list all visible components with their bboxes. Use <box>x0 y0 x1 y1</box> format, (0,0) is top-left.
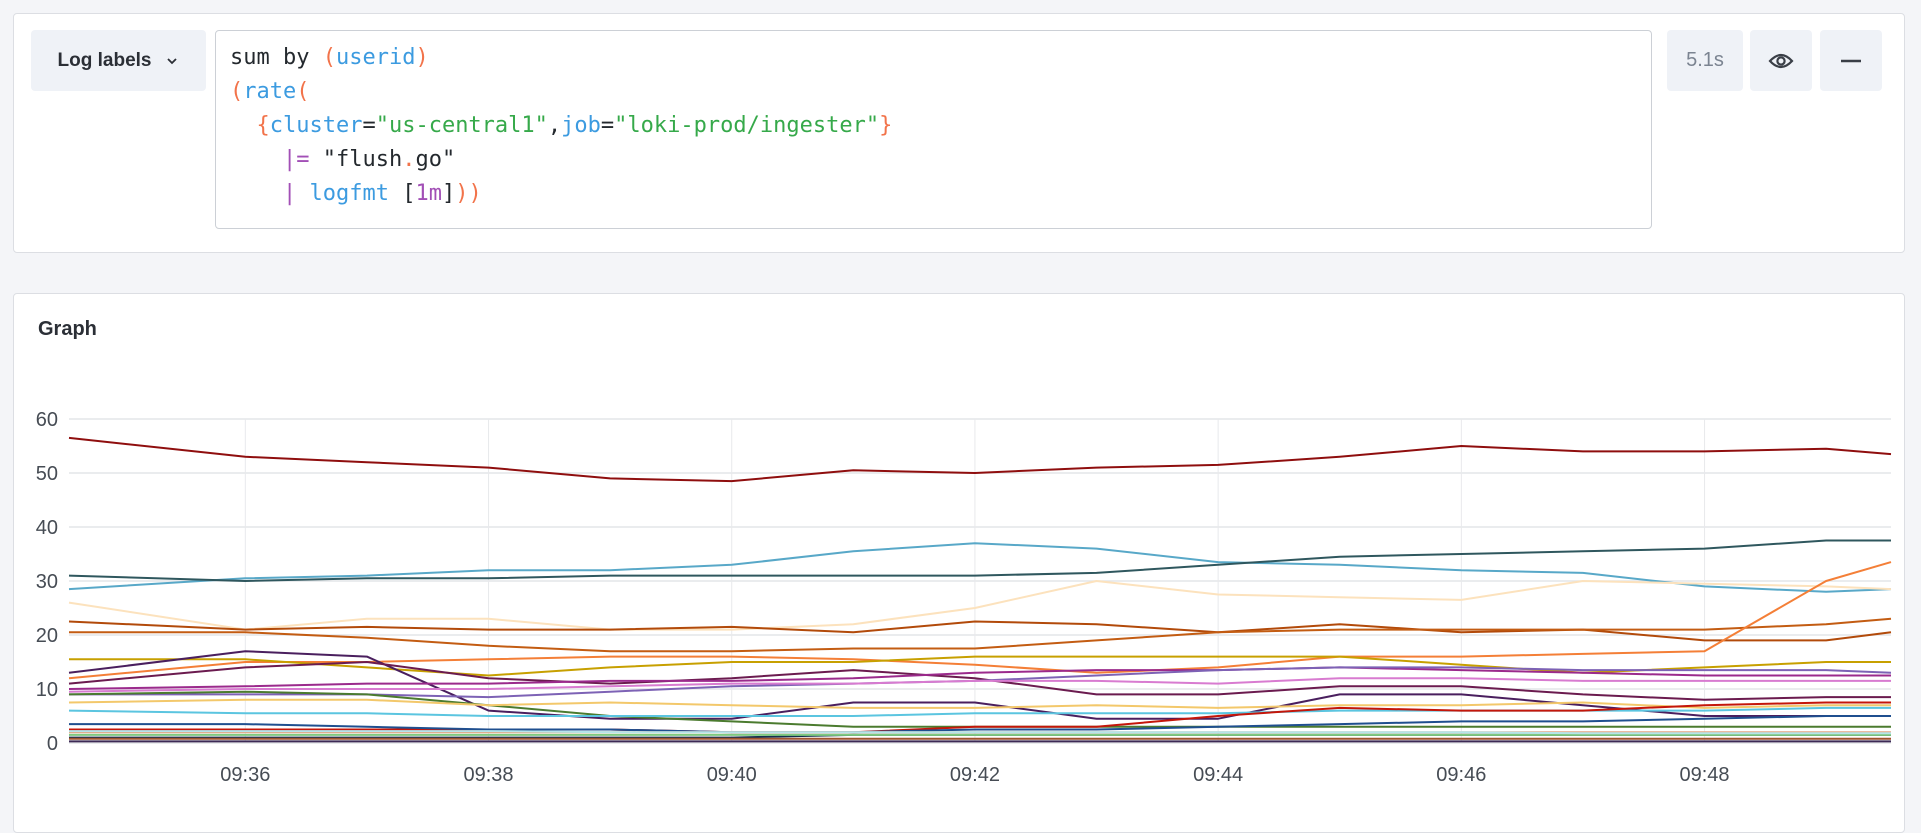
query-token: |= <box>282 147 310 172</box>
query-line: {cluster="us-central1",job="loki-prod/in… <box>230 109 1651 143</box>
series-line-1 <box>68 542 1892 593</box>
query-token: userid <box>335 45 416 70</box>
chevron-down-icon <box>167 57 178 64</box>
series-line-11 <box>69 666 1892 699</box>
query-line: |= "flush.go" <box>230 143 1651 177</box>
query-token: "flush <box>309 147 403 172</box>
query-duration: 5.1s <box>1667 30 1743 91</box>
series-line-2 <box>68 539 1891 582</box>
series-line-12 <box>68 677 1891 693</box>
toggle-visibility-button[interactable] <box>1750 30 1812 91</box>
series-line-4 <box>68 620 1892 642</box>
graph-title: Graph <box>38 318 97 340</box>
line-chart: 0 10 20 30 40 50 60 09:36 09:38 09:40 09:42 09:44 09… <box>36 409 1892 786</box>
y-tick-label: 20 <box>36 625 58 647</box>
query-token: sum by <box>230 45 323 70</box>
query-line: (rate( <box>230 75 1651 109</box>
y-tick-label: 40 <box>36 517 58 539</box>
y-tick-label: 50 <box>36 463 58 485</box>
y-tick-label: 0 <box>47 733 58 755</box>
query-token <box>230 181 283 206</box>
query-token: ( <box>322 45 336 70</box>
query-token: . <box>402 147 416 172</box>
query-token: [ <box>388 181 416 206</box>
series-line-6 <box>68 561 1892 680</box>
collapse-button[interactable] <box>1820 30 1882 91</box>
query-token: { <box>256 113 270 138</box>
query-line: sum by (userid) <box>230 41 1651 75</box>
query-line: | logfmt [1m])) <box>230 177 1651 211</box>
query-token: , <box>547 113 562 138</box>
query-token: go" <box>415 147 456 172</box>
query-token: job <box>561 113 601 138</box>
series-line-5 <box>69 617 1892 653</box>
duration-label: 5.1s <box>1686 49 1724 71</box>
x-tick-label: 09:46 <box>1436 764 1486 786</box>
query-token <box>230 113 257 138</box>
query-token: "us-central1" <box>375 113 548 138</box>
x-tick-label: 09:36 <box>220 764 270 786</box>
x-tick-label: 09:44 <box>1193 764 1243 786</box>
series-line-16 <box>69 701 1891 734</box>
query-editor[interactable]: sum by (userid) (rate( {cluster="us-centr… <box>215 30 1652 229</box>
query-token: ( <box>296 79 310 104</box>
query-token: = <box>600 113 615 138</box>
query-token: ] <box>441 181 456 206</box>
query-token: ( <box>230 79 244 104</box>
series-line-14 <box>68 698 1891 709</box>
x-tick-label: 09:42 <box>950 764 1000 786</box>
y-tick-label: 60 <box>36 409 58 431</box>
query-token <box>230 147 283 172</box>
x-tick-label: 09:48 <box>1680 764 1730 786</box>
minus-icon <box>1841 59 1861 62</box>
y-tick-label: 30 <box>36 571 58 593</box>
series-line-3 <box>68 580 1892 631</box>
series-line-21 <box>69 730 1891 735</box>
log-labels-button[interactable]: Log labels <box>31 30 206 91</box>
query-token: } <box>879 113 893 138</box>
series-line-9 <box>68 661 1891 701</box>
y-tick-label: 10 <box>36 679 58 701</box>
series-line-17 <box>69 715 1891 734</box>
eye-icon <box>1768 53 1794 68</box>
query-token: cluster <box>269 113 363 138</box>
query-row: Log labels sum by (userid) (rate( {cluste… <box>13 13 1905 253</box>
x-tick-label: 09:38 <box>463 764 513 786</box>
log-labels-label: Log labels <box>57 49 152 71</box>
query-token: rate <box>243 79 297 104</box>
x-tick-label: 09:40 <box>707 764 757 786</box>
series-line-15 <box>68 706 1891 717</box>
query-token: )) <box>455 181 482 206</box>
series-line-10 <box>68 666 1891 690</box>
query-token: logfmt <box>296 181 389 206</box>
query-token: = <box>362 113 376 138</box>
query-token: ) <box>415 45 429 70</box>
series-line-0 <box>68 436 1892 483</box>
query-token: "loki-prod/ingester" <box>614 113 880 138</box>
query-token: | <box>282 181 297 206</box>
query-token: 1m <box>415 181 442 206</box>
